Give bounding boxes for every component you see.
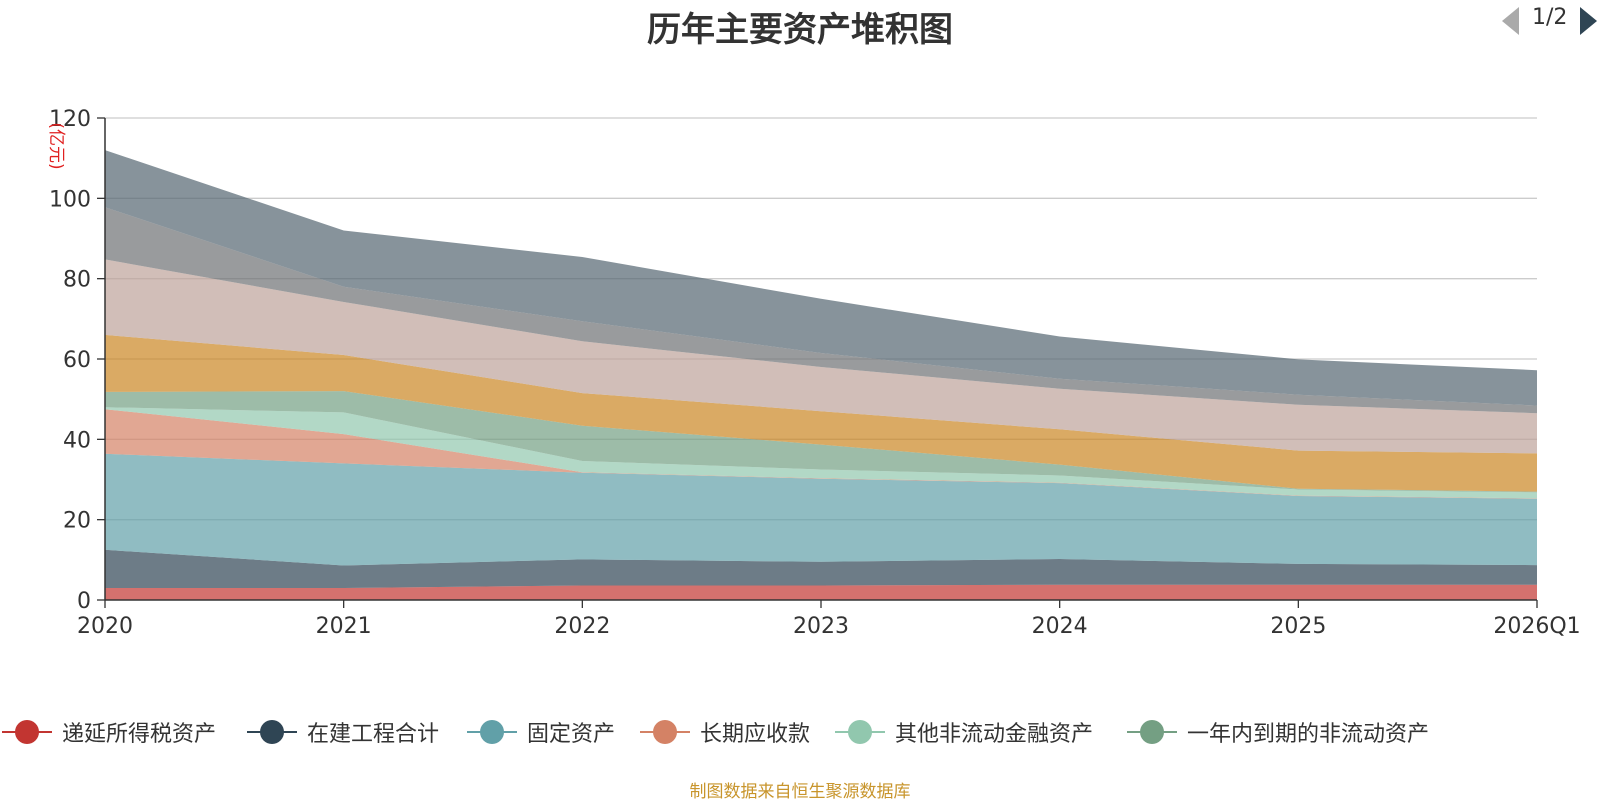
x-tick-label: 2020 [77,614,133,639]
legend-marker-icon [640,712,690,752]
legend-item-5[interactable]: 一年内到期的非流动资产 [1127,712,1429,752]
area-series-1[interactable] [105,549,1537,588]
legend-label: 递延所得税资产 [62,722,217,747]
legend-label: 一年内到期的非流动资产 [1187,722,1430,747]
legend-item-1[interactable]: 在建工程合计 [247,712,439,752]
chart-title: 历年主要资产堆积图 [647,10,953,50]
legend-item-0[interactable]: 递延所得税资产 [2,712,216,752]
data-source-note: 制图数据来自恒生聚源数据库 [689,782,911,802]
x-axis-ticks: 2020 2021 2022 2023 2024 2025 2026Q1 [77,600,1581,639]
legend: 递延所得税资产 在建工程合计 固定资产 长期应收款 其他非流动金融资产 一年内到期的非流动… [0,712,1600,752]
legend-page-indicator: 1/2 [1532,5,1568,30]
y-tick-label: 120 [49,107,91,132]
y-tick-label: 40 [63,428,91,453]
legend-item-2[interactable]: 固定资产 [467,712,615,752]
area-series-6[interactable] [105,334,1537,492]
legend-marker-icon [247,712,297,752]
x-tick-label: 2024 [1032,614,1088,639]
x-tick-label: 2023 [793,614,849,639]
area-series-group [105,150,1537,600]
area-series-9[interactable] [105,150,1537,406]
area-series-7[interactable] [105,259,1537,454]
legend-marker-icon [467,712,517,752]
y-tick-label: 80 [63,268,91,293]
x-tick-label: 2022 [554,614,610,639]
y-tick-label: 0 [77,589,91,614]
legend-marker-icon [2,712,52,752]
y-axis-ticks: 0 20 40 60 80 100 120 [49,107,105,614]
y-tick-label: 100 [49,187,91,212]
legend-prev-page-icon[interactable] [1502,7,1519,35]
area-series-3[interactable] [105,409,1537,499]
y-tick-label: 60 [63,348,91,373]
legend-label: 固定资产 [527,722,616,747]
legend-pager: 1/2 [1500,0,1600,40]
x-tick-label: 2021 [316,614,372,639]
legend-label: 长期应收款 [700,722,811,747]
legend-label: 其他非流动金融资产 [895,722,1094,747]
area-series-4[interactable] [105,407,1537,499]
legend-marker-icon [835,712,885,752]
x-tick-label: 2025 [1270,614,1326,639]
legend-next-page-icon[interactable] [1580,7,1597,35]
y-tick-label: 20 [63,509,91,534]
x-tick-label: 2026Q1 [1493,614,1580,639]
legend-item-4[interactable]: 其他非流动金融资产 [835,712,1093,752]
area-series-2[interactable] [105,453,1537,566]
area-series-0[interactable] [105,584,1537,600]
legend-label: 在建工程合计 [307,722,440,747]
area-series-5[interactable] [105,391,1537,493]
legend-marker-icon [1127,712,1177,752]
legend-item-3[interactable]: 长期应收款 [640,712,810,752]
y-axis-unit-label: (亿元) [46,122,66,169]
